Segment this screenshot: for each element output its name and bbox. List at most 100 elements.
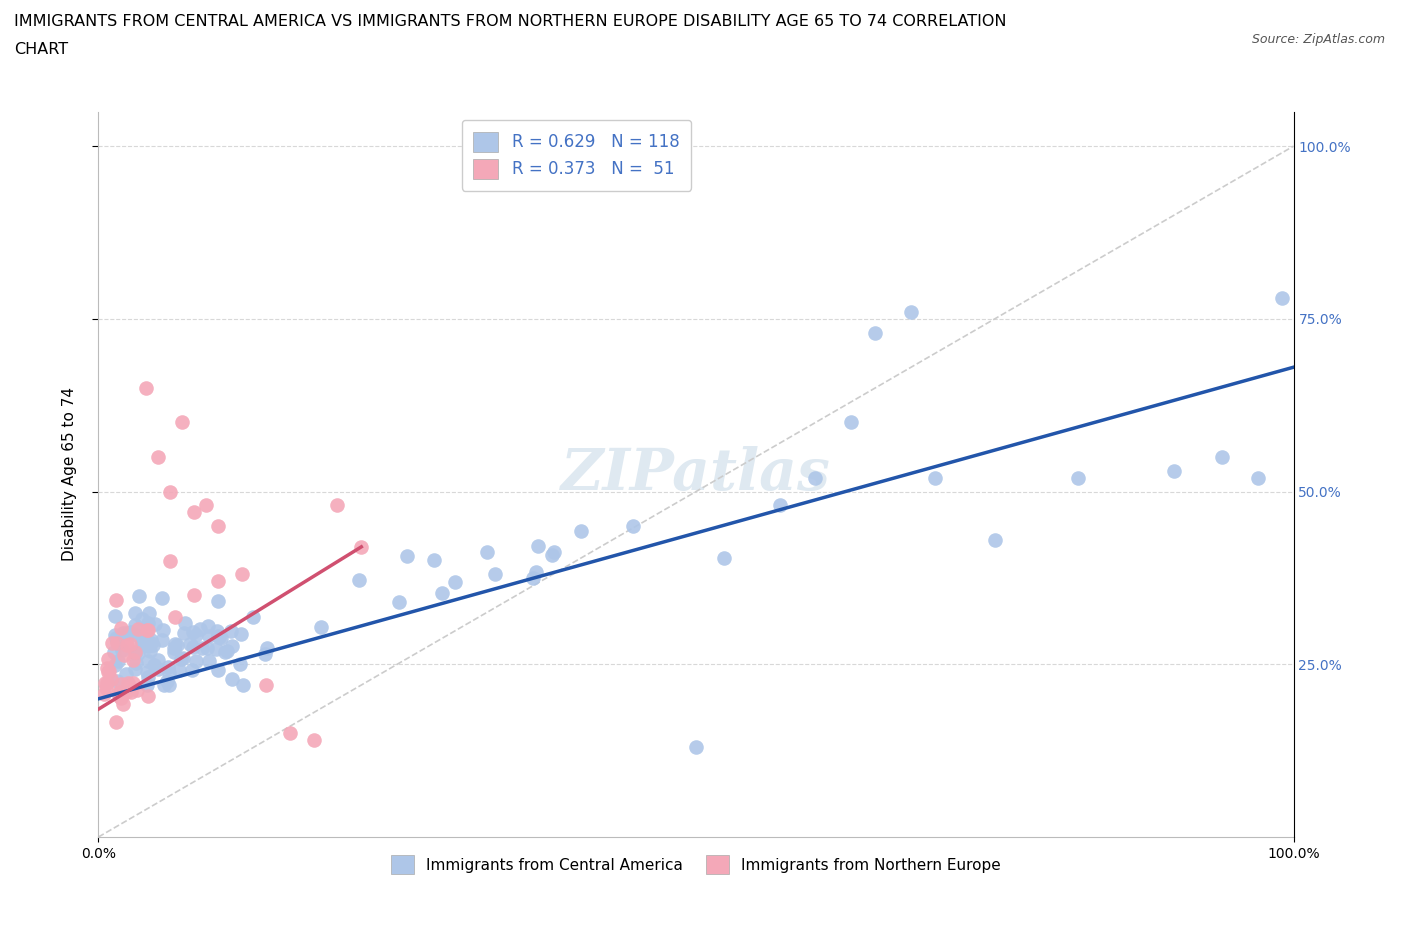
Point xyxy=(136,623,159,638)
Point xyxy=(197,619,219,634)
Point xyxy=(152,623,174,638)
Point xyxy=(139,636,162,651)
Point xyxy=(157,666,180,681)
Point xyxy=(114,685,136,700)
Point xyxy=(197,654,219,669)
Point xyxy=(984,533,1007,548)
Point xyxy=(208,630,231,644)
Legend: Immigrants from Central America, Immigrants from Northern Europe: Immigrants from Central America, Immigra… xyxy=(385,849,1007,880)
Point xyxy=(569,524,592,538)
Point xyxy=(278,726,301,741)
Point xyxy=(98,663,121,678)
Point xyxy=(136,639,159,654)
Point xyxy=(122,676,145,691)
Point xyxy=(96,675,118,690)
Point xyxy=(900,304,922,319)
Point xyxy=(127,645,149,660)
Point xyxy=(107,685,129,700)
Point xyxy=(221,638,243,653)
Point xyxy=(138,605,160,620)
Point xyxy=(221,671,243,686)
Point xyxy=(214,645,236,660)
Point xyxy=(204,641,226,656)
Point xyxy=(97,665,120,680)
Y-axis label: Disability Age 65 to 74: Disability Age 65 to 74 xyxy=(62,387,77,562)
Point xyxy=(228,657,250,671)
Point xyxy=(104,714,127,729)
Point xyxy=(104,593,127,608)
Point xyxy=(124,662,146,677)
Point xyxy=(526,565,548,579)
Point xyxy=(207,663,229,678)
Point xyxy=(841,415,863,430)
Point xyxy=(96,661,118,676)
Point xyxy=(205,624,228,639)
Point xyxy=(157,678,180,693)
Point xyxy=(543,544,565,559)
Point xyxy=(127,683,149,698)
Point xyxy=(94,680,117,695)
Point xyxy=(110,676,132,691)
Point xyxy=(131,634,153,649)
Point xyxy=(191,641,214,656)
Point xyxy=(423,552,446,567)
Point xyxy=(112,647,135,662)
Point xyxy=(172,651,194,666)
Point xyxy=(142,658,165,672)
Point xyxy=(174,616,197,631)
Point xyxy=(685,739,707,754)
Point xyxy=(347,572,370,587)
Point xyxy=(136,688,159,703)
Point xyxy=(232,678,254,693)
Point xyxy=(302,733,325,748)
Point xyxy=(195,641,218,656)
Point xyxy=(713,551,735,565)
Point xyxy=(179,637,201,652)
Point xyxy=(148,653,170,668)
Point xyxy=(125,628,148,643)
Point xyxy=(105,673,128,688)
Point xyxy=(104,609,127,624)
Point xyxy=(114,667,136,682)
Point xyxy=(1271,291,1294,306)
Point xyxy=(527,538,550,553)
Point xyxy=(100,671,122,686)
Point xyxy=(309,619,332,634)
Point xyxy=(103,644,125,659)
Point xyxy=(159,485,181,499)
Point xyxy=(221,623,243,638)
Point xyxy=(104,658,127,672)
Point xyxy=(181,640,204,655)
Point xyxy=(865,326,887,340)
Point xyxy=(111,697,134,711)
Point xyxy=(124,605,146,620)
Point xyxy=(107,654,129,669)
Point xyxy=(120,637,142,652)
Point xyxy=(135,678,157,693)
Point xyxy=(181,663,204,678)
Point xyxy=(153,678,176,693)
Point xyxy=(172,415,194,430)
Point xyxy=(621,518,644,533)
Point xyxy=(188,622,211,637)
Point xyxy=(120,684,142,699)
Text: ZIPatlas: ZIPatlas xyxy=(561,446,831,502)
Point xyxy=(156,673,179,688)
Point xyxy=(215,644,238,658)
Point xyxy=(184,654,207,669)
Point xyxy=(101,636,124,651)
Point xyxy=(136,670,159,684)
Point xyxy=(117,675,139,690)
Point xyxy=(1247,471,1270,485)
Point xyxy=(136,665,159,680)
Point xyxy=(162,640,184,655)
Point xyxy=(124,644,146,659)
Point xyxy=(198,629,221,644)
Point xyxy=(132,637,155,652)
Point xyxy=(256,640,278,655)
Point xyxy=(94,675,117,690)
Point xyxy=(326,498,349,512)
Text: IMMIGRANTS FROM CENTRAL AMERICA VS IMMIGRANTS FROM NORTHERN EUROPE DISABILITY AG: IMMIGRANTS FROM CENTRAL AMERICA VS IMMIG… xyxy=(14,14,1007,29)
Point xyxy=(142,638,165,653)
Point xyxy=(396,549,419,564)
